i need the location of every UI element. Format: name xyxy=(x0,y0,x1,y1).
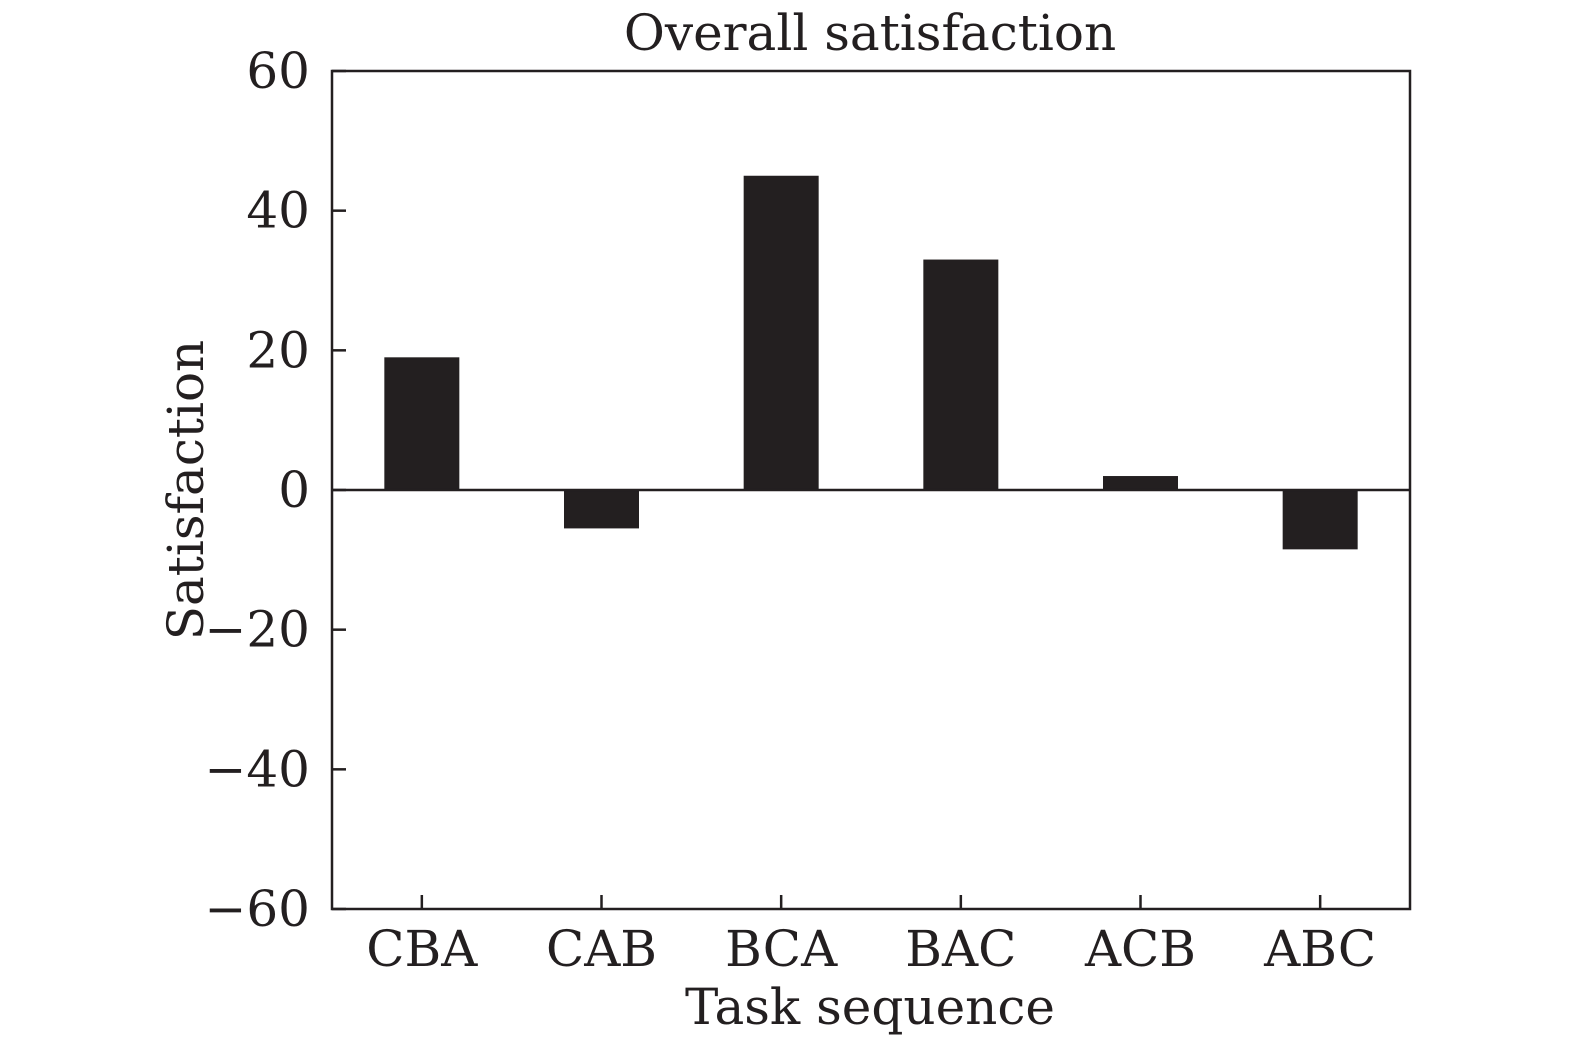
bar-bca xyxy=(743,175,819,490)
bar-cab xyxy=(564,490,639,529)
y-axis-label: Satisfaction xyxy=(157,340,215,641)
x-tick-label-cab: CAB xyxy=(546,920,657,978)
bar-bac xyxy=(923,259,999,490)
y-tick-label: 0 xyxy=(278,461,310,519)
bar-acb xyxy=(1103,476,1178,490)
bar-cba xyxy=(384,357,460,490)
bars-group xyxy=(384,175,1358,550)
y-tick-label: 20 xyxy=(246,321,310,379)
y-tick-label: −40 xyxy=(204,740,310,798)
bar-abc xyxy=(1282,490,1358,550)
x-axis-label: Task sequence xyxy=(685,978,1055,1036)
y-tick-label: 40 xyxy=(246,182,310,240)
x-tick-label-acb: ACB xyxy=(1084,920,1196,978)
x-tick-label-cba: CBA xyxy=(366,920,478,978)
x-tick-label-bac: BAC xyxy=(905,920,1016,978)
y-tick-label: −20 xyxy=(204,601,310,659)
x-tick-label-abc: ABC xyxy=(1263,920,1376,978)
y-tick-label: 60 xyxy=(246,42,310,100)
axes-group xyxy=(330,69,1412,911)
chart-title: Overall satisfaction xyxy=(624,4,1116,62)
x-tick-label-bca: BCA xyxy=(725,920,838,978)
y-tick-label: −60 xyxy=(204,880,310,938)
ticks-group: 60 40 20 0 −20 −40 −60 CBA CAB BCA BAC ACB ABC xyxy=(204,42,1376,978)
